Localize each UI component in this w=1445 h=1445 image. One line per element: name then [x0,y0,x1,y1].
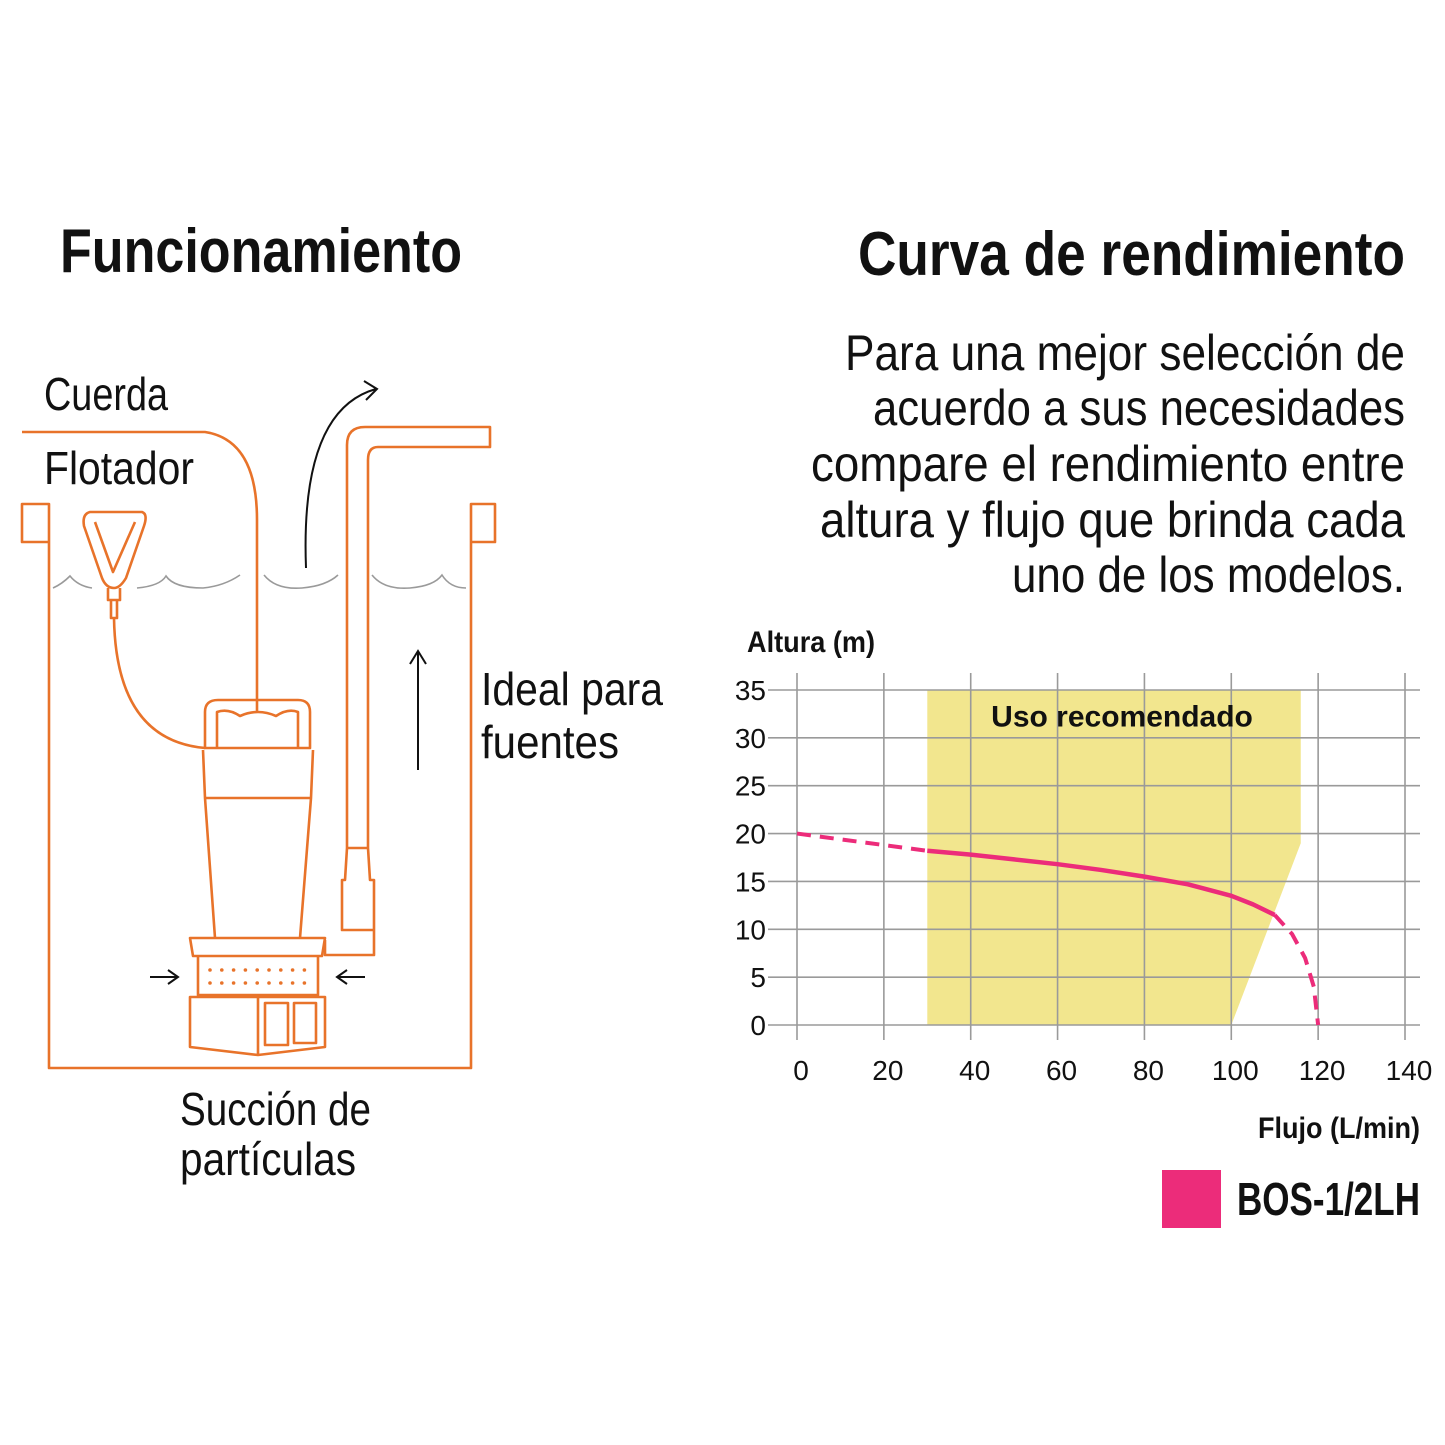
x-tick-label: 100 [1212,1055,1259,1086]
intake-hole [231,981,236,985]
intake-hole [231,968,236,972]
float-cable [112,617,206,750]
x-tick-label: 80 [1133,1055,1164,1086]
left-title: Funcionamiento [60,217,462,286]
intake-hole [302,968,307,972]
description-line: uno de los modelos. [1012,547,1405,603]
intake-hole [208,981,212,985]
right-title: Curva de rendimiento [858,220,1405,289]
suction-arrow-right [335,969,365,985]
y-tick-label: 30 [735,723,766,754]
x-tick-label: 140 [1386,1055,1433,1086]
y-tick-label: 35 [735,675,766,706]
intake-holes [208,968,307,985]
intake-hole [220,981,224,985]
discharge-pipe [323,425,492,957]
recommended-zone-label: Uso recomendado [991,700,1253,733]
pump [188,698,327,1057]
y-tick-label: 0 [750,1010,766,1041]
pump-diagram: Cuerda Flotador Ideal para fuentes Succi… [20,368,663,1185]
intake-hole [208,968,212,972]
intake-hole [279,981,283,985]
description-line: acuerdo a sus necesidades [873,380,1405,436]
water-surface [52,573,467,590]
series-line-dashed [1273,913,1321,1026]
series-line-dashed [796,831,928,853]
up-arrow [409,649,427,770]
label-float: Flotador [44,442,194,494]
performance-chart: Altura (m) Flujo (L/min) Uso recomendado… [735,626,1433,1228]
intake-hole [220,968,224,972]
label-suction: Succión de [180,1083,371,1135]
intake-hole [267,981,271,985]
flow-out-arrow [304,380,379,569]
y-axis-label: Altura (m) [747,626,875,659]
y-tick-label: 20 [735,819,766,850]
rope [22,430,259,712]
x-tick-label: 20 [872,1055,903,1086]
intake-hole [290,981,295,985]
intake-hole [255,968,259,972]
description-line: Para una mejor selección de [845,325,1405,381]
x-tick-label: 60 [1046,1055,1077,1086]
y-tick-label: 15 [735,866,766,897]
x-tick-label: 120 [1299,1055,1346,1086]
label-suction: partículas [180,1133,356,1185]
description-line: compare el rendimiento entre [811,436,1405,492]
intake-hole [243,981,248,985]
intake-hole [279,968,283,972]
label-ideal: fuentes [481,716,619,768]
y-tick-label: 5 [750,962,766,993]
x-tick-label: 0 [793,1055,809,1086]
description-line: altura y flujo que brinda cada [820,492,1405,548]
legend-label: BOS-1/2LH [1237,1173,1420,1225]
intake-hole [255,981,259,985]
intake-hole [290,968,295,972]
description: Para una mejor selección de acuerdo a su… [811,325,1405,603]
label-rope: Cuerda [44,368,168,420]
intake-hole [302,981,307,985]
series-line-solid [927,848,1276,917]
intake-hole [267,968,271,972]
legend-swatch [1162,1170,1221,1228]
float [82,510,147,620]
recommended-zone [927,690,1301,1025]
intake-hole [243,968,248,972]
y-tick-label: 25 [735,771,766,802]
x-axis-label: Flujo (L/min) [1258,1112,1420,1145]
label-ideal: Ideal para [481,663,663,715]
x-tick-label: 40 [959,1055,990,1086]
suction-arrow-left [150,969,180,985]
y-tick-label: 10 [735,914,766,945]
tank [20,502,497,1070]
